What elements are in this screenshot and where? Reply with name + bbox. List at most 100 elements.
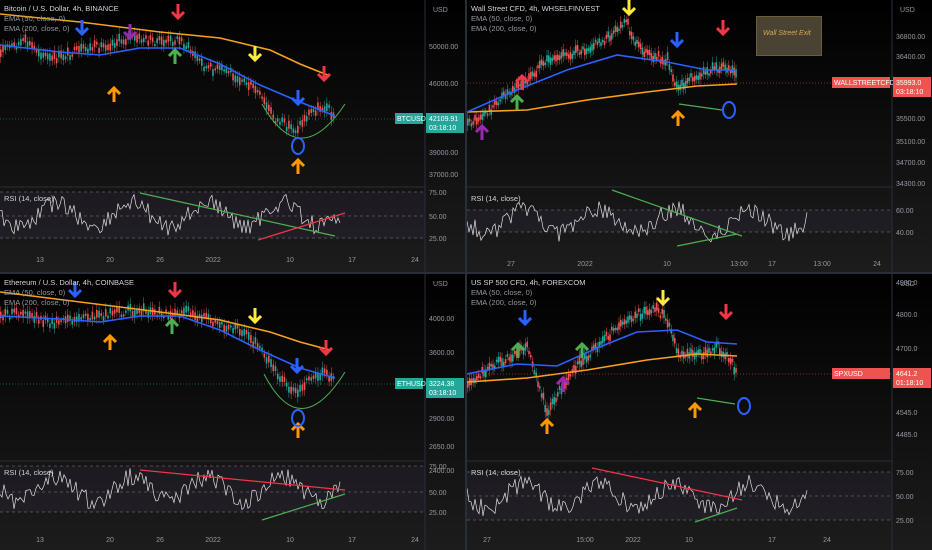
candle-body — [587, 355, 590, 361]
legend-title[interactable]: Bitcoin / U.S. Dollar, 4h, BINANCE — [4, 4, 119, 13]
candle-body — [539, 60, 541, 69]
candle-body — [31, 313, 33, 318]
x-tick-label: 24 — [411, 257, 419, 264]
candle-body — [247, 331, 250, 340]
legend-title[interactable]: Wall Street CFD, 4h, WHSELFINVEST — [471, 4, 600, 13]
chart-panel-btc[interactable]: USD 50000.00 46000.00 39000.00 37000.00 BTCUS… — [0, 0, 465, 272]
candle-body — [504, 359, 507, 364]
candle-body — [198, 58, 201, 61]
candle-body — [223, 69, 225, 72]
candle-body — [578, 356, 581, 365]
panel-divider-vertical[interactable] — [465, 0, 467, 550]
candle-body — [638, 41, 640, 48]
candle-body — [163, 315, 165, 319]
candle-body — [317, 102, 319, 110]
candle-body — [625, 320, 627, 324]
candle-body — [111, 310, 114, 316]
watermark-text: Wall Street Exit — [763, 30, 811, 37]
candle-body — [467, 118, 469, 126]
down-arrow-icon-yellow — [621, 0, 637, 17]
candle-body — [699, 349, 701, 354]
candle-body — [479, 376, 482, 379]
candle-body — [49, 53, 51, 61]
rsi-tick-label: 75.00 — [429, 190, 447, 197]
legend-ema50-label[interactable]: EMA (50, close, 0) — [4, 14, 66, 23]
legend-ema50-label[interactable]: EMA (50, close, 0) — [4, 288, 66, 297]
candle-body — [731, 65, 734, 73]
candle-body — [245, 82, 248, 85]
candle-body — [661, 308, 663, 314]
chart-panel-wallstreet[interactable]: USD 36800.00 36400.00 35500.00 35100.00 34700… — [467, 0, 932, 272]
candle-body — [24, 34, 27, 43]
rsi-tick-label: 60.00 — [896, 208, 914, 215]
x-tick-label: 24 — [823, 537, 831, 544]
rsi-legend[interactable]: RSI (14, close) — [471, 194, 521, 203]
legend-ema50-label[interactable]: EMA (50, close, 0) — [471, 14, 533, 23]
candle-body — [677, 348, 680, 357]
candle-body — [67, 314, 69, 322]
candle-body — [33, 45, 36, 49]
price-tick-label: 36400.00 — [896, 54, 925, 61]
last-price-label: 4641.2 — [896, 371, 918, 378]
chart-panel-spx[interactable]: USD 4900.0 4800.0 4700.0 4545.0 4485.0 SPXUSD 4… — [467, 274, 932, 550]
candle-body — [221, 321, 223, 325]
legend-ema200-label[interactable]: EMA (200, close, 0) — [471, 24, 537, 33]
candle-body — [11, 308, 13, 315]
candle-body — [221, 65, 223, 71]
chart-panel-eth[interactable]: USD 4000.00 3600.00 2900.00 2650.00 2400.00 ET… — [0, 274, 465, 550]
price-tick-label: 2400.00 — [429, 468, 454, 475]
panel-divider-horizontal[interactable] — [0, 272, 932, 274]
candle-body — [104, 44, 107, 51]
candle-body — [64, 56, 67, 60]
candle-body — [557, 392, 559, 397]
symbol-tag-bg — [395, 378, 423, 389]
currency-label: USD — [900, 281, 915, 288]
rsi-line — [0, 468, 341, 511]
candle-body — [227, 324, 230, 330]
candle-body — [495, 100, 498, 106]
up-arrow-icon-green — [164, 317, 180, 334]
candle-body — [201, 314, 203, 323]
candle-body — [254, 85, 257, 94]
candle-body — [314, 372, 317, 379]
candle-body — [535, 372, 537, 378]
rsi-trend-line — [694, 507, 738, 523]
legend-title[interactable]: Ethereum / U.S. Dollar, 4h, COINBASE — [4, 278, 135, 287]
candle-body — [263, 353, 266, 358]
price-tick-label: 3600.00 — [429, 350, 454, 357]
rsi-legend[interactable]: RSI (14, close) — [4, 194, 54, 203]
candle-body — [243, 78, 246, 82]
candle-body — [82, 314, 85, 319]
legend-title[interactable]: US SP 500 CFD, 4h, FOREXCOM — [471, 278, 586, 287]
candle-body — [13, 308, 15, 313]
candle-body — [645, 48, 647, 53]
rsi-trend-line — [676, 233, 738, 247]
price-tick-label: 37000.00 — [429, 172, 458, 179]
rsi-legend[interactable]: RSI (14, close) — [4, 468, 54, 477]
rsi-legend[interactable]: RSI (14, close) — [471, 468, 521, 477]
candle-body — [569, 374, 572, 377]
candle-body — [674, 82, 676, 86]
candle-body — [584, 353, 586, 360]
candle-body — [467, 381, 469, 388]
candle-body — [690, 348, 692, 356]
legend-ema50-label[interactable]: EMA (50, close, 0) — [471, 288, 533, 297]
candle-body — [17, 42, 20, 46]
x-tick-label: 10 — [685, 537, 693, 544]
candle-body — [643, 51, 645, 57]
legend-ema200-label[interactable]: EMA (200, close, 0) — [4, 24, 70, 33]
rsi-tick-label: 25.00 — [429, 236, 447, 243]
candle-body — [657, 308, 660, 313]
candle-body — [603, 41, 606, 45]
candle-body — [238, 328, 241, 336]
legend-ema200-label[interactable]: EMA (200, close, 0) — [471, 298, 537, 307]
candle-body — [272, 364, 275, 372]
candle-body — [546, 55, 548, 62]
candle-body — [22, 309, 24, 318]
candle-body — [587, 48, 590, 51]
candle-body — [576, 45, 579, 52]
candle-body — [542, 392, 545, 400]
legend-ema200-label[interactable]: EMA (200, close, 0) — [4, 298, 70, 307]
rsi-tick-label: 25.00 — [896, 518, 914, 525]
candle-body — [668, 64, 671, 70]
